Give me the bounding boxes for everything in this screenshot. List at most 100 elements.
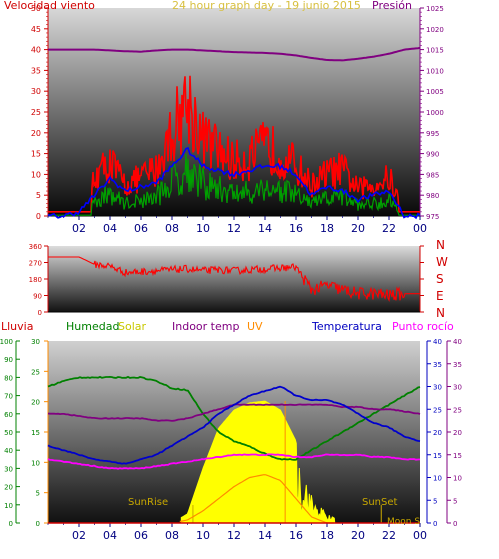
humidity-line bbox=[47, 375, 421, 461]
humidity-y-tick-label: 100 bbox=[0, 338, 13, 346]
pressure-line bbox=[48, 46, 421, 62]
uv-y-tick-label: 25 bbox=[31, 368, 40, 376]
wind-y-tick-label: 20 bbox=[31, 129, 41, 138]
dew-point-line bbox=[47, 453, 421, 470]
direction-y-tick-label: 270 bbox=[29, 260, 42, 268]
legend-dew-point: Punto rocío bbox=[392, 320, 454, 333]
wind-x-tick-label: 00 bbox=[413, 222, 427, 235]
indoor-y-tick-label: 5 bbox=[453, 497, 457, 505]
uv-index-line bbox=[179, 474, 334, 524]
uv-y-tick-label: 10 bbox=[31, 459, 40, 467]
pressure-y-tick-label: 980 bbox=[426, 192, 439, 200]
wind-y-tick-label: 5 bbox=[36, 191, 41, 200]
wind-y-tick-label: 30 bbox=[31, 87, 41, 96]
temp-x-tick-label: 18 bbox=[320, 529, 334, 542]
temperature-y-tick-label: 20 bbox=[433, 429, 442, 437]
legend-solar: Solar bbox=[118, 320, 147, 333]
direction-y-tick-label: 180 bbox=[29, 276, 42, 284]
legend-humidity: Humedad bbox=[66, 320, 120, 333]
humidity-y-tick-label: 40 bbox=[4, 447, 13, 455]
indoor-y-tick-label: 10 bbox=[453, 475, 462, 483]
pressure-axis-label: Presión bbox=[372, 0, 412, 12]
compass-w: W bbox=[436, 255, 448, 269]
indoor-y-tick-label: 30 bbox=[453, 384, 462, 392]
wind-x-tick-label: 14 bbox=[258, 222, 272, 235]
temperature-y-tick-label: 25 bbox=[433, 406, 442, 414]
wind-y-tick-label: 35 bbox=[31, 66, 41, 75]
wind-y-tick-label: 40 bbox=[31, 46, 41, 55]
wind-x-tick-label: 06 bbox=[134, 222, 148, 235]
temp-x-tick-label: 22 bbox=[382, 529, 396, 542]
legend-temperature: Temperatura bbox=[312, 320, 382, 333]
temp-x-tick-label: 20 bbox=[351, 529, 365, 542]
wind-y-tick-label: 15 bbox=[31, 150, 41, 159]
humidity-y-tick-label: 60 bbox=[4, 411, 13, 419]
humidity-y-tick-label: 30 bbox=[4, 465, 13, 473]
temperature-y-tick-label: 0 bbox=[433, 520, 437, 528]
humidity-y-tick-label: 80 bbox=[4, 374, 13, 382]
wind-x-tick-label: 02 bbox=[72, 222, 86, 235]
moonset-label: Moon S bbox=[387, 517, 421, 527]
wind-y-tick-label: 50 bbox=[31, 4, 41, 13]
indoor-y-tick-label: 0 bbox=[453, 520, 457, 528]
wind-y-tick-label: 25 bbox=[31, 108, 41, 117]
temp-x-tick-label: 02 bbox=[72, 529, 86, 542]
indoor-y-tick-label: 25 bbox=[453, 406, 462, 414]
indoor-y-tick-label: 15 bbox=[453, 452, 462, 460]
pressure-y-tick-label: 985 bbox=[426, 171, 439, 179]
temp-x-tick-label: 08 bbox=[165, 529, 179, 542]
plot-background-direction bbox=[48, 246, 420, 312]
humidity-y-tick-label: 50 bbox=[4, 429, 13, 437]
temperature-y-tick-label: 40 bbox=[433, 338, 442, 346]
wind-speed-line bbox=[48, 153, 420, 216]
humidity-y-tick-label: 20 bbox=[4, 484, 13, 492]
pressure-y-tick-label: 975 bbox=[426, 213, 439, 221]
temp-x-tick-label: 12 bbox=[227, 529, 241, 542]
wind-gust-line bbox=[48, 75, 420, 213]
humidity-y-tick-label: 0 bbox=[9, 520, 13, 528]
compass-e: E bbox=[436, 289, 444, 303]
legend-uv: UV bbox=[247, 320, 263, 333]
temp-x-tick-label: 10 bbox=[196, 529, 210, 542]
pressure-y-tick-label: 1015 bbox=[426, 47, 444, 55]
wind-direction-line bbox=[48, 256, 420, 303]
direction-y-tick-label: 0 bbox=[38, 309, 42, 317]
temperature-y-tick-label: 10 bbox=[433, 475, 442, 483]
humidity-y-tick-label: 70 bbox=[4, 393, 13, 401]
indoor-y-tick-label: 35 bbox=[453, 361, 462, 369]
uv-y-tick-label: 30 bbox=[31, 338, 40, 346]
uv-y-tick-label: 20 bbox=[31, 399, 40, 407]
uv-y-tick-label: 5 bbox=[36, 490, 40, 498]
compass-s: S bbox=[436, 272, 444, 286]
pressure-y-tick-label: 1010 bbox=[426, 67, 444, 75]
wind-x-tick-label: 22 bbox=[382, 222, 396, 235]
wind-x-tick-label: 16 bbox=[289, 222, 303, 235]
pressure-y-tick-label: 1005 bbox=[426, 88, 444, 96]
temp-x-tick-label: 14 bbox=[258, 529, 272, 542]
uv-y-tick-label: 0 bbox=[36, 520, 40, 528]
wind-y-tick-label: 10 bbox=[31, 170, 41, 179]
wind-average-line bbox=[47, 146, 421, 220]
wind-y-tick-label: 0 bbox=[36, 212, 41, 221]
temperature-line bbox=[47, 385, 421, 465]
legend-rain: Lluvia bbox=[1, 320, 34, 333]
wind-x-tick-label: 18 bbox=[320, 222, 334, 235]
direction-y-tick-label: 360 bbox=[29, 243, 42, 251]
wind-axis-label: Velocidad viento bbox=[4, 0, 95, 12]
indoor-y-tick-label: 20 bbox=[453, 429, 462, 437]
temp-x-tick-label: 06 bbox=[134, 529, 148, 542]
uv-y-tick-label: 15 bbox=[31, 429, 40, 437]
wind-x-tick-label: 08 bbox=[165, 222, 179, 235]
compass-n-top: N bbox=[436, 238, 445, 252]
humidity-y-tick-label: 10 bbox=[4, 502, 13, 510]
pressure-y-tick-label: 1025 bbox=[426, 5, 444, 13]
temperature-y-tick-label: 15 bbox=[433, 452, 442, 460]
wind-x-tick-label: 04 bbox=[103, 222, 117, 235]
wind-x-tick-label: 20 bbox=[351, 222, 365, 235]
wind-x-tick-label: 12 bbox=[227, 222, 241, 235]
wind-x-tick-label: 10 bbox=[196, 222, 210, 235]
plot-background-wind bbox=[48, 8, 420, 216]
temperature-y-tick-label: 35 bbox=[433, 361, 442, 369]
